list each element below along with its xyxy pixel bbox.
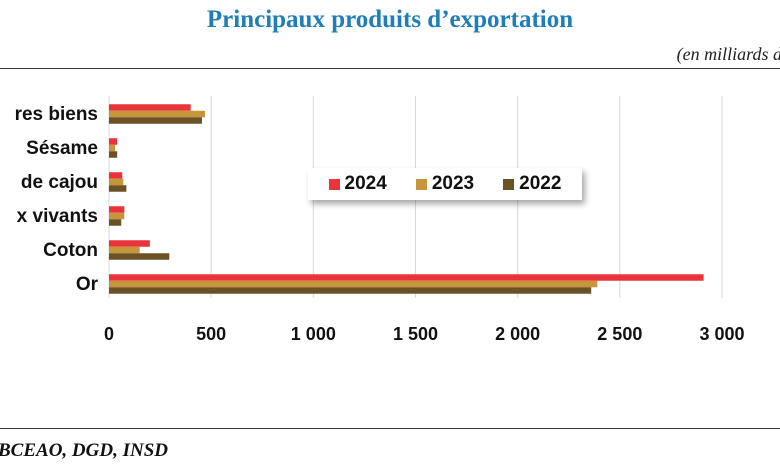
bar-2022 (109, 287, 592, 294)
legend: 2024 2023 2022 (308, 168, 582, 200)
unit-label: (en milliards d (676, 44, 780, 64)
bar-2023 (109, 178, 124, 186)
bar-2023 (109, 246, 140, 254)
category-label: x vivants (17, 206, 98, 227)
bar-2023 (109, 110, 206, 118)
x-tick-label: 500 (196, 324, 226, 344)
legend-item-2022: 2022 (503, 173, 561, 195)
legend-item-2023: 2023 (415, 173, 475, 195)
legend-label-2024: 2024 (344, 173, 387, 194)
x-tick-label: 0 (104, 324, 114, 344)
bar-2022 (109, 117, 202, 124)
bar-2024 (109, 240, 150, 247)
category-label: Sésame (26, 138, 98, 159)
bar-2024 (109, 104, 191, 111)
legend-label-2022: 2022 (519, 173, 562, 194)
top-rule (0, 68, 780, 69)
category-label: de cajou (21, 172, 98, 193)
legend-item-2024: 2024 (328, 173, 387, 195)
bar-2024 (109, 206, 125, 213)
bar-2022 (109, 185, 127, 192)
x-tick-label: 2 500 (597, 324, 642, 344)
category-label: Or (76, 274, 99, 295)
bar-2023 (109, 212, 125, 220)
legend-swatch-2023 (415, 178, 427, 190)
bar-2024 (109, 172, 123, 179)
bar-2023 (109, 144, 116, 152)
bar-2022 (109, 151, 118, 158)
legend-swatch-2024 (328, 178, 340, 190)
label-layer: 0 500 1 000 1 500 2 000 2 500 3 000 res biens Sé… (15, 104, 745, 344)
x-tick-label: 2 000 (495, 324, 540, 344)
source-note: BCEAO, DGD, INSD (0, 440, 168, 461)
chart-title: Principaux produits d’exportation (206, 6, 574, 33)
bar-2022 (109, 219, 122, 226)
bar-2022 (109, 253, 170, 260)
bottom-rule (0, 428, 780, 429)
x-tick-label: 3 000 (699, 324, 744, 344)
bar-layer (109, 104, 704, 294)
category-label: res biens (15, 104, 98, 125)
bar-chart: 0 500 1 000 1 500 2 000 2 500 3 000 res biens Sé… (15, 96, 745, 344)
bar-2024 (109, 274, 704, 281)
category-label: Coton (43, 240, 98, 261)
x-tick-label: 1 500 (393, 324, 438, 344)
legend-swatch-2022 (503, 178, 515, 190)
bar-2024 (109, 138, 118, 145)
x-tick-label: 1 000 (291, 324, 336, 344)
bar-2023 (109, 280, 598, 288)
legend-label-2023: 2023 (431, 173, 475, 194)
